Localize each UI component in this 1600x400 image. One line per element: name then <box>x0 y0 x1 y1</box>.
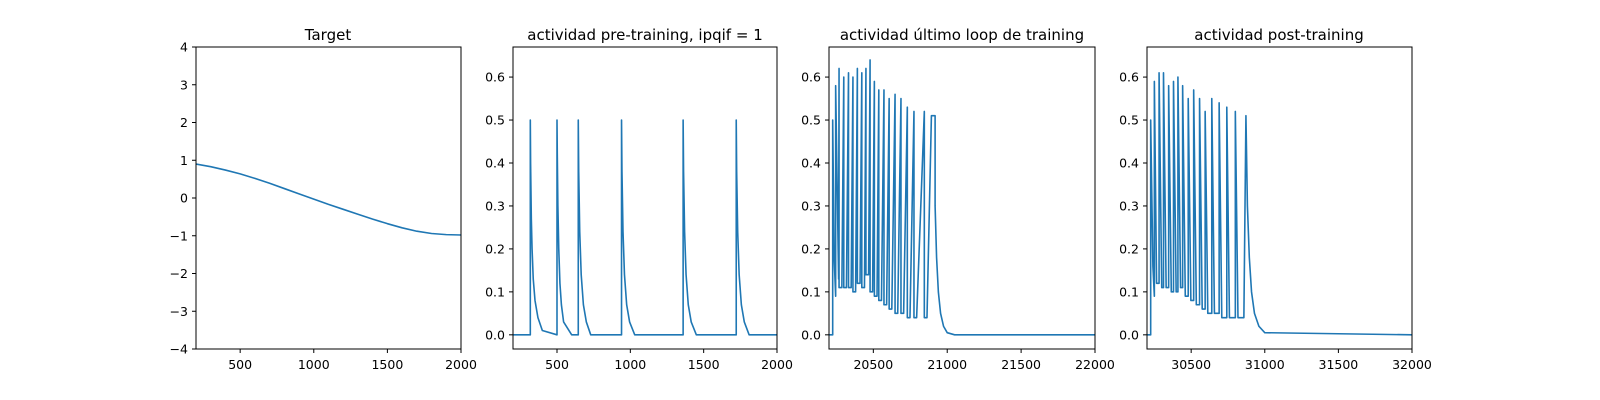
y-tick-label: 0.2 <box>1119 241 1139 256</box>
x-tick-label: 21000 <box>927 357 967 372</box>
chart-title: Target <box>304 26 352 44</box>
x-tick-label: 1500 <box>371 357 403 372</box>
x-tick-label: 1500 <box>688 357 720 372</box>
x-tick-label: 21500 <box>1001 357 1041 372</box>
y-tick-label: −1 <box>170 228 188 243</box>
y-tick-label: 0.6 <box>485 70 505 85</box>
y-tick-label: 0.5 <box>1119 113 1139 128</box>
x-tick-label: 500 <box>545 357 569 372</box>
series-line <box>513 119 777 336</box>
x-tick-label: 31000 <box>1245 357 1285 372</box>
y-tick-label: 0.3 <box>485 198 505 213</box>
series-line <box>1147 71 1412 336</box>
chart-title: actividad post-training <box>1194 26 1363 44</box>
y-tick-label: 0.5 <box>801 113 821 128</box>
x-tick-label: 22000 <box>1075 357 1115 372</box>
y-tick-label: 0.2 <box>485 241 505 256</box>
y-tick-label: 0.3 <box>1119 198 1139 213</box>
x-tick-label: 20500 <box>853 357 893 372</box>
y-tick-label: 0.3 <box>801 198 821 213</box>
y-tick-label: 0.1 <box>485 284 505 299</box>
y-tick-label: 0 <box>180 191 188 206</box>
x-tick-label: 2000 <box>761 357 793 372</box>
panel-target: Target 500 1000 1500 2000 −4 −3 −2 −1 0 1 2 3 4 <box>170 26 477 372</box>
y-tick-label: 0.4 <box>1119 155 1139 170</box>
y-tick-label: 0.5 <box>485 113 505 128</box>
x-tick-label: 500 <box>228 357 252 372</box>
x-tick-label: 31500 <box>1319 357 1359 372</box>
y-tick-label: 0.0 <box>801 327 821 342</box>
axes-frame <box>1146 46 1413 350</box>
y-tick-label: 0.1 <box>1119 284 1139 299</box>
axes-frame <box>828 46 1096 350</box>
x-tick-label: 1000 <box>614 357 646 372</box>
x-tick-label: 30500 <box>1171 357 1211 372</box>
axes-frame <box>512 46 778 350</box>
y-tick-label: 0.6 <box>801 70 821 85</box>
chart-title: actividad pre-training, ipqif = 1 <box>527 26 763 44</box>
y-tick-label: 0.6 <box>1119 70 1139 85</box>
x-tick-label: 1000 <box>298 357 330 372</box>
x-tick-label: 2000 <box>445 357 477 372</box>
panel-post-training: actividad post-training 30500 31000 31500 3… <box>1119 26 1432 372</box>
y-tick-label: −2 <box>170 266 188 281</box>
y-tick-label: 0.1 <box>801 284 821 299</box>
y-tick-label: 2 <box>180 115 188 130</box>
y-tick-label: 0.0 <box>485 327 505 342</box>
x-tick-label: 32000 <box>1392 357 1432 372</box>
panel-last-training-loop: actividad último loop de training 20500 2… <box>801 26 1115 372</box>
y-tick-label: 0.0 <box>1119 327 1139 342</box>
y-tick-label: 0.4 <box>801 155 821 170</box>
y-tick-label: 1 <box>180 153 188 168</box>
series-line <box>829 59 1095 336</box>
panel-pre-training: actividad pre-training, ipqif = 1 500 100… <box>485 26 793 372</box>
series-line <box>196 163 461 236</box>
y-tick-label: 3 <box>180 77 188 92</box>
y-tick-label: −3 <box>170 304 188 319</box>
y-tick-label: 4 <box>180 40 188 55</box>
chart-title: actividad último loop de training <box>840 26 1084 44</box>
y-tick-label: 0.2 <box>801 241 821 256</box>
y-tick-label: −4 <box>170 342 188 357</box>
y-tick-label: 0.4 <box>485 155 505 170</box>
